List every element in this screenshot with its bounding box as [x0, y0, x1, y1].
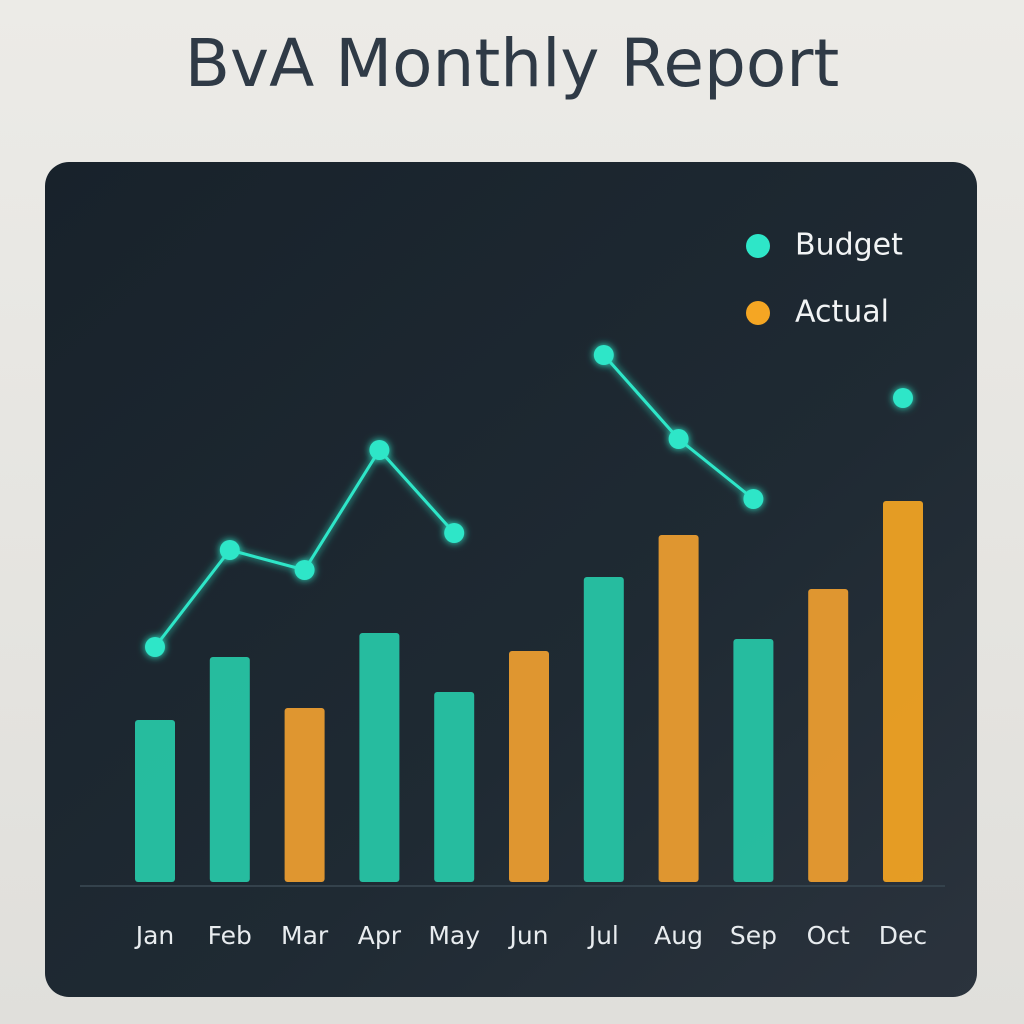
- legend-label: Actual: [795, 295, 889, 330]
- bar: [359, 633, 400, 882]
- line-point: [369, 440, 390, 460]
- x-tick-label: Dec: [879, 921, 927, 950]
- legend-swatch: [746, 234, 770, 258]
- bar: [658, 535, 699, 882]
- line-point: [668, 429, 689, 449]
- x-tick-label: Sep: [730, 921, 777, 950]
- bar: [434, 692, 475, 882]
- line-point: [893, 388, 913, 408]
- x-tick-label: Jun: [507, 921, 548, 950]
- x-tick-label: Jul: [587, 921, 619, 950]
- x-tick-label: Oct: [807, 921, 850, 950]
- chart-title: BvA Monthly Report: [185, 25, 840, 102]
- line-point: [444, 523, 465, 543]
- line-point: [743, 489, 764, 509]
- bar: [733, 639, 774, 882]
- x-tick-label: May: [428, 921, 480, 950]
- legend-swatch: [746, 301, 770, 325]
- line-point: [145, 637, 165, 657]
- x-tick-label: Apr: [358, 921, 402, 950]
- bar: [209, 657, 250, 882]
- x-tick-label: Feb: [208, 921, 252, 950]
- bar: [509, 651, 549, 882]
- bar: [135, 720, 175, 882]
- line-point: [294, 560, 315, 580]
- bar: [284, 708, 325, 882]
- bar: [808, 589, 849, 882]
- x-tick-label: Mar: [281, 921, 329, 950]
- legend-label: Budget: [795, 228, 903, 263]
- x-tick-label: Aug: [654, 921, 703, 950]
- x-tick-label: Jan: [134, 921, 175, 950]
- bar: [883, 501, 923, 882]
- line-point: [219, 540, 240, 560]
- line-point: [593, 345, 614, 365]
- bar: [583, 577, 624, 882]
